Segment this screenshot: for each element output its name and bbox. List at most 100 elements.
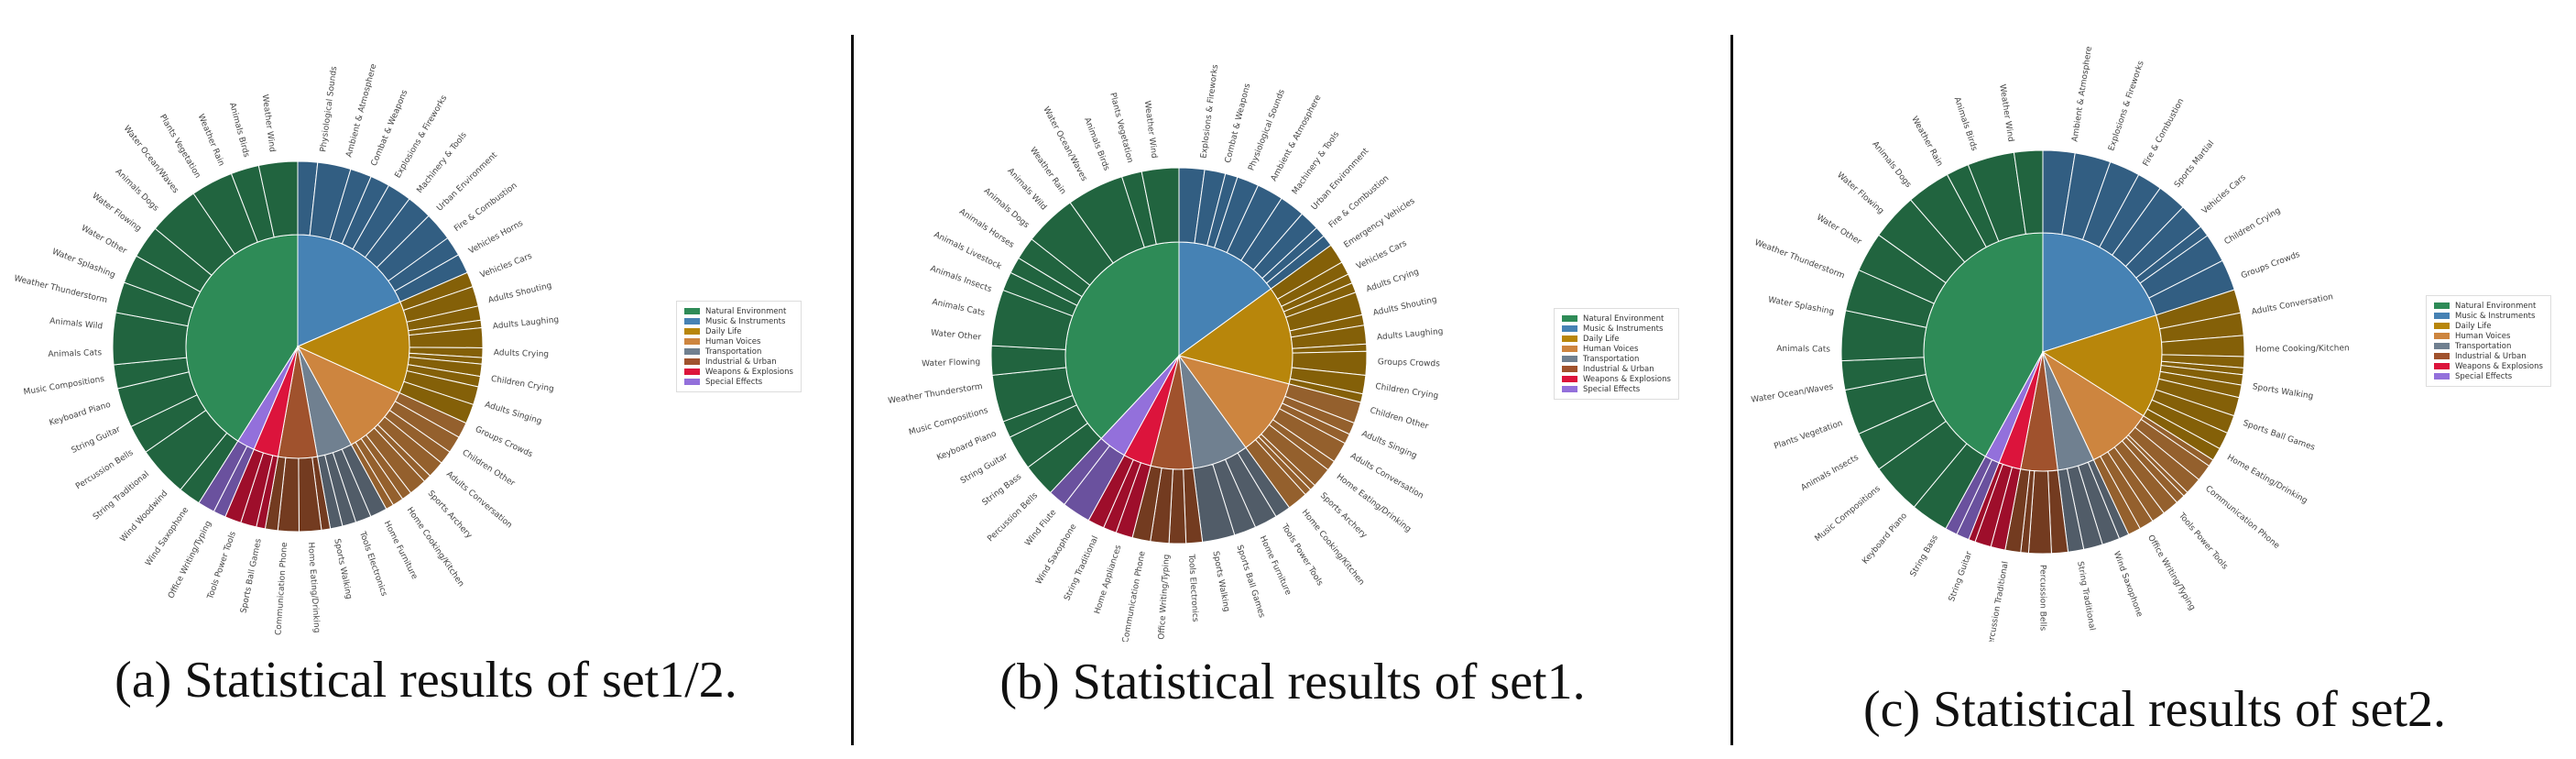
subcategory-label: Home Furniture xyxy=(382,520,420,581)
subcategory-label: Animals Insects xyxy=(1800,453,1861,493)
legend-swatch xyxy=(684,318,700,324)
subcategory-label: String Traditional xyxy=(1063,534,1100,602)
subcategory-label: Water Splashing xyxy=(1767,295,1835,317)
legend-swatch xyxy=(684,358,700,365)
subcategory-label: Animals Dogs xyxy=(1870,140,1913,190)
divider-2 xyxy=(1730,35,1733,745)
legend-a: Natural Environment Music & Instruments Da… xyxy=(676,301,802,392)
subcategory-label: Water Ocean/Waves xyxy=(1751,382,1834,405)
legend-label: Daily Life xyxy=(1583,334,1620,344)
legend-label: Transportation xyxy=(705,346,762,357)
subcategory-label: Water Flowing xyxy=(922,358,980,368)
panel-a: Physiological Sounds Ambient & Atmosphere… xyxy=(0,0,852,759)
subcategory-label: String Guitar xyxy=(959,452,1010,487)
subcategory-label: Animals Birds xyxy=(227,102,251,159)
subcategory-label: Water Flowing xyxy=(90,192,142,234)
legend-item: Music & Instruments xyxy=(684,316,793,326)
legend-swatch xyxy=(684,379,700,385)
legend-swatch xyxy=(684,348,700,355)
legend-item: Daily Life xyxy=(1562,334,1671,344)
legend-label: Natural Environment xyxy=(1583,314,1665,324)
legend-b: Natural Environment Music & Instruments Da… xyxy=(1554,308,1679,400)
legend-label: Natural Environment xyxy=(2455,301,2537,311)
subcategory-label: Water Flowing xyxy=(1835,170,1885,216)
legend-item: Weapons & Explosions xyxy=(2434,361,2543,371)
subcategory-label: Children Other xyxy=(1369,406,1429,432)
legend-item: Industrial & Urban xyxy=(1562,364,1671,374)
legend-item: Natural Environment xyxy=(684,306,793,316)
subcategory-label: Adults Laughing xyxy=(492,315,559,331)
subcategory-label: Sports Walking xyxy=(1210,550,1230,612)
sunburst-chart-a: Physiological Sounds Ambient & Atmosphere… xyxy=(13,62,559,636)
subcategory-label: Water Other xyxy=(80,224,128,256)
legend-item: Transportation xyxy=(2434,341,2543,351)
legend-label: Industrial & Urban xyxy=(2455,351,2527,361)
divider-1 xyxy=(851,35,854,745)
legend-swatch xyxy=(1562,386,1577,392)
subcategory-label: Communication Phone xyxy=(274,542,289,636)
legend-item: Natural Environment xyxy=(1562,314,1671,324)
legend-label: Special Effects xyxy=(1583,384,1641,394)
subcategory-label: Keyboard Piano xyxy=(1861,512,1909,566)
subcategory-label: Sports Ball Games xyxy=(2242,419,2317,453)
subcategory-label: Adults Laughing xyxy=(1377,327,1444,343)
subcategory-label: Tools Electronics xyxy=(357,530,388,598)
subcategory-label: Water Splashing xyxy=(50,248,116,280)
legend-swatch xyxy=(2434,323,2450,329)
legend-item: Transportation xyxy=(684,346,793,357)
subcategory-label: Percussion Bells xyxy=(2038,565,2047,631)
subcategory-label: Sports Ball Games xyxy=(239,538,263,614)
subcategory-label: Adults Shouting xyxy=(1372,295,1438,318)
legend-swatch xyxy=(2434,373,2450,380)
caption-c: (c) Statistical results of set2. xyxy=(1862,681,2447,738)
legend-label: Transportation xyxy=(1583,354,1640,364)
legend-label: Human Voices xyxy=(1583,344,1639,354)
subcategory-label: Adults Shouting xyxy=(487,281,552,305)
subcategory-label: String Traditional xyxy=(2075,561,2096,632)
legend-swatch xyxy=(1562,336,1577,342)
subcategory-label: Explosions & Fireworks xyxy=(1199,64,1220,160)
subcategory-label: String Bass xyxy=(1909,534,1940,578)
legend-label: Natural Environment xyxy=(705,306,787,316)
subcategory-label: Animals Cats xyxy=(1776,345,1830,355)
legend-label: Daily Life xyxy=(705,326,742,336)
subcategory-label: Plants Vegetation xyxy=(1108,92,1134,164)
subcategory-label: Sports Ball Games xyxy=(1235,544,1267,619)
subcategory-label: Adults Crying xyxy=(494,348,550,359)
subcategory-label: Adults Crying xyxy=(1365,268,1420,294)
legend-swatch xyxy=(684,308,700,314)
subcategory-label: String Guitar xyxy=(1948,550,1974,603)
legend-label: Weapons & Explosions xyxy=(1583,374,1671,384)
subcategory-label: Weather Rain xyxy=(1028,146,1067,196)
subcategory-label: Fire & Combustion xyxy=(2142,97,2187,168)
subcategory-label: Vehicles Cars xyxy=(1355,239,1408,272)
subcategory-label: Combat & Weapons xyxy=(1224,82,1253,164)
legend-label: Weapons & Explosions xyxy=(705,367,793,377)
subcategory-label: Keyboard Piano xyxy=(49,401,113,428)
legend-swatch xyxy=(1562,346,1577,352)
subcategory-label: Animals Birds xyxy=(1082,116,1111,172)
subcategory-label: Sports Walking xyxy=(2252,382,2314,402)
subcategory-label: Home Furniture xyxy=(1258,534,1293,597)
legend-item: Natural Environment xyxy=(2434,301,2543,311)
legend-item: Daily Life xyxy=(2434,321,2543,331)
subcategory-label: Home Appliances xyxy=(1093,544,1123,615)
legend-item: Music & Instruments xyxy=(1562,324,1671,334)
legend-item: Human Voices xyxy=(684,336,793,346)
subcategory-label: Animals Cats xyxy=(48,348,102,359)
subcategory-label: Animals Cats xyxy=(931,298,986,318)
outer-slice-special-effects-2 xyxy=(198,440,248,512)
legend-swatch xyxy=(2434,333,2450,339)
subcategory-label: Sports Archery xyxy=(426,490,475,542)
subcategory-label: Vehicles Horns xyxy=(467,219,525,257)
subcategory-label: Sports Walking xyxy=(332,538,353,600)
panel-c: Ambient & Atmosphere Explosions & Firewor… xyxy=(1733,0,2576,759)
subcategory-label: Animals Wild xyxy=(1005,167,1048,213)
subcategory-label: Weather Rain xyxy=(1909,115,1944,168)
legend-label: Special Effects xyxy=(705,377,763,387)
legend-swatch xyxy=(2434,353,2450,359)
legend-swatch xyxy=(684,328,700,335)
legend-item: Weapons & Explosions xyxy=(684,367,793,377)
subcategory-label: Vehicles Cars xyxy=(479,252,534,280)
legend-label: Weapons & Explosions xyxy=(2455,361,2543,371)
